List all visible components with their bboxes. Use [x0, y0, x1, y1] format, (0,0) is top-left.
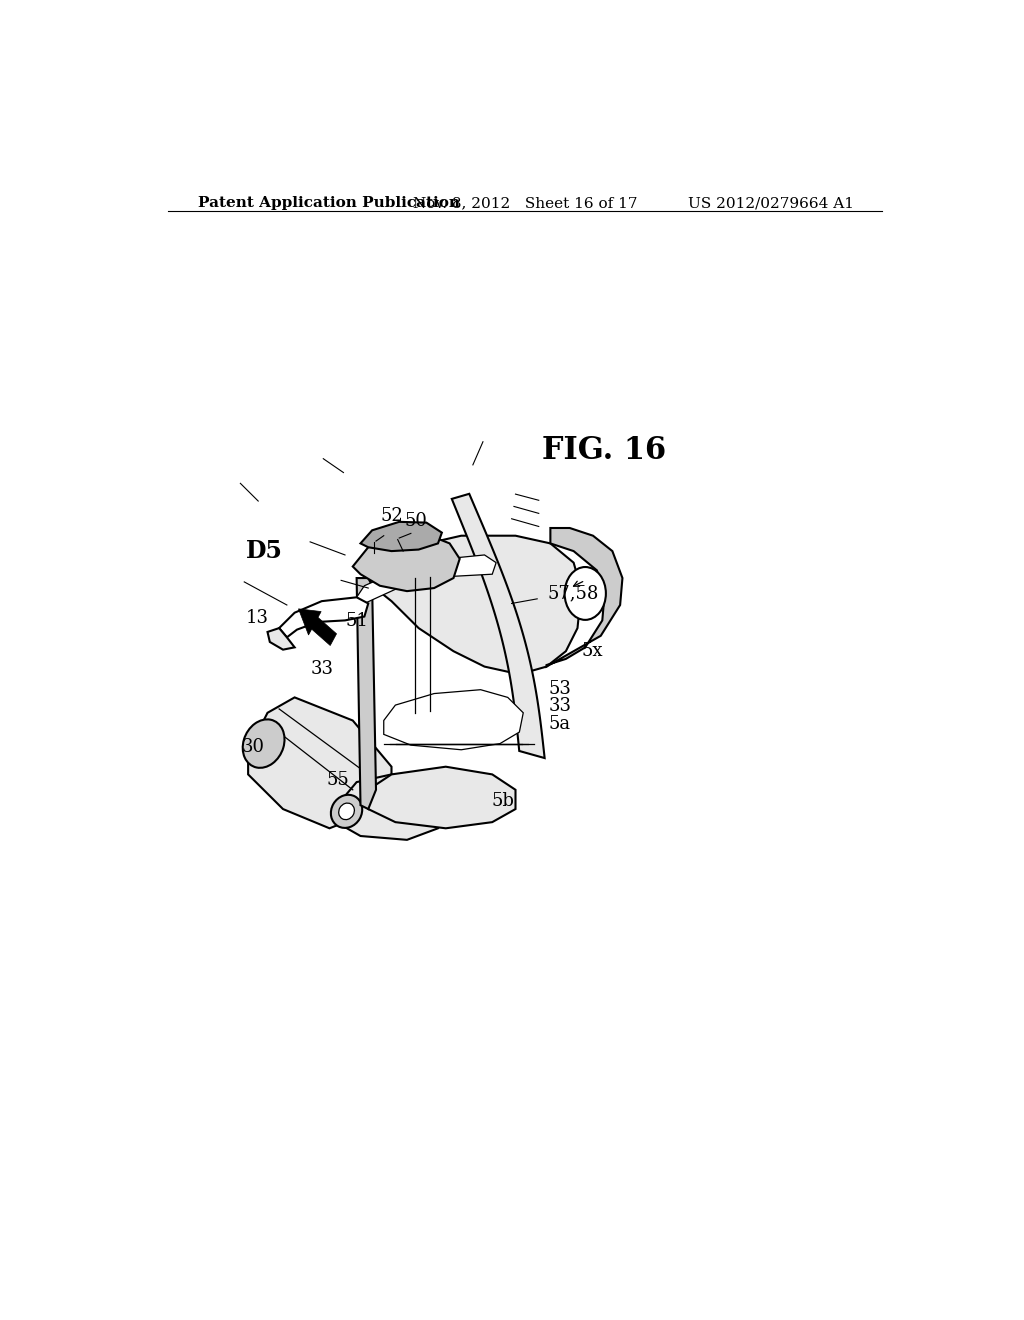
- Text: D5: D5: [246, 539, 283, 562]
- Text: 57,58: 57,58: [547, 585, 598, 602]
- Polygon shape: [356, 578, 376, 809]
- Polygon shape: [356, 554, 496, 603]
- Ellipse shape: [331, 795, 362, 828]
- Text: 55: 55: [327, 771, 349, 789]
- Text: 50: 50: [404, 512, 427, 531]
- Text: 51: 51: [345, 612, 369, 630]
- Text: 33: 33: [310, 660, 334, 677]
- Text: 53: 53: [549, 680, 571, 698]
- Polygon shape: [360, 521, 442, 552]
- Circle shape: [564, 568, 606, 620]
- Text: 5x: 5x: [582, 643, 603, 660]
- Text: Patent Application Publication: Patent Application Publication: [198, 195, 460, 210]
- Text: 52: 52: [380, 507, 403, 525]
- Polygon shape: [369, 536, 582, 675]
- Text: 5b: 5b: [492, 792, 514, 809]
- Polygon shape: [352, 535, 460, 591]
- Text: 33: 33: [549, 697, 571, 715]
- Text: 5a: 5a: [549, 714, 570, 733]
- Polygon shape: [547, 528, 623, 667]
- Text: FIG. 16: FIG. 16: [542, 434, 667, 466]
- Polygon shape: [299, 609, 337, 645]
- Text: Nov. 8, 2012   Sheet 16 of 17: Nov. 8, 2012 Sheet 16 of 17: [413, 195, 637, 210]
- Polygon shape: [267, 628, 295, 649]
- Polygon shape: [280, 598, 369, 638]
- Polygon shape: [384, 689, 523, 750]
- Polygon shape: [369, 767, 515, 829]
- Polygon shape: [452, 494, 545, 758]
- Text: 30: 30: [242, 738, 264, 756]
- Text: 13: 13: [246, 609, 268, 627]
- Ellipse shape: [243, 719, 285, 768]
- Ellipse shape: [339, 803, 354, 820]
- Polygon shape: [334, 775, 450, 840]
- Text: US 2012/0279664 A1: US 2012/0279664 A1: [688, 195, 854, 210]
- Polygon shape: [248, 697, 391, 829]
